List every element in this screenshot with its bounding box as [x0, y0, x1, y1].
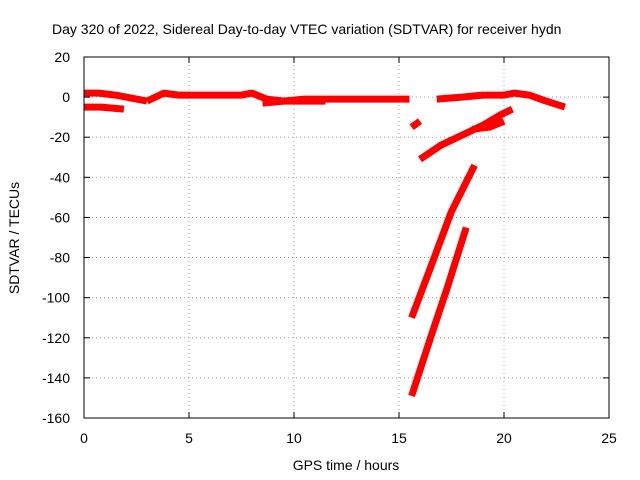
data-series: [84, 89, 566, 397]
y-axis-label: SDTVAR / TECUs: [6, 182, 22, 294]
series-trace: [436, 89, 566, 111]
y-tick-label: -80: [50, 250, 70, 266]
y-tick-label: -60: [50, 209, 70, 225]
series-trace: [409, 118, 423, 131]
y-tick-label: -140: [42, 370, 70, 386]
x-axis-label: GPS time / hours: [293, 457, 400, 473]
x-tick-label: 0: [80, 430, 88, 446]
y-tick-label: -100: [42, 290, 70, 306]
x-tick-label: 5: [185, 430, 193, 446]
series-trace: [408, 163, 478, 319]
series-trace: [408, 226, 470, 397]
x-tick-label: 15: [391, 430, 407, 446]
series-trace: [418, 105, 514, 163]
y-tick-label: 20: [54, 49, 70, 65]
x-tick-label: 10: [286, 430, 302, 446]
series-trace: [472, 117, 506, 133]
y-tick-label: 0: [62, 89, 70, 105]
series-trace: [145, 89, 410, 105]
chart-title: Day 320 of 2022, Sidereal Day-to-day VTE…: [52, 21, 561, 37]
plot-frame: [83, 56, 610, 419]
y-tick-label: -40: [50, 169, 70, 185]
y-tick-label: -20: [50, 129, 70, 145]
grid: [84, 57, 609, 418]
axis-ticks: 0 5 10 15 20 25 -160 -140 -120 -100 -80 -60 -40 -20 0 2…: [42, 49, 617, 446]
x-tick-label: 25: [601, 430, 617, 446]
y-tick-label: -160: [42, 410, 70, 426]
series-trace: [262, 97, 326, 107]
x-tick-label: 20: [496, 430, 512, 446]
series-trace: [84, 89, 148, 105]
series-trace: [84, 103, 125, 113]
y-tick-label: -120: [42, 330, 70, 346]
